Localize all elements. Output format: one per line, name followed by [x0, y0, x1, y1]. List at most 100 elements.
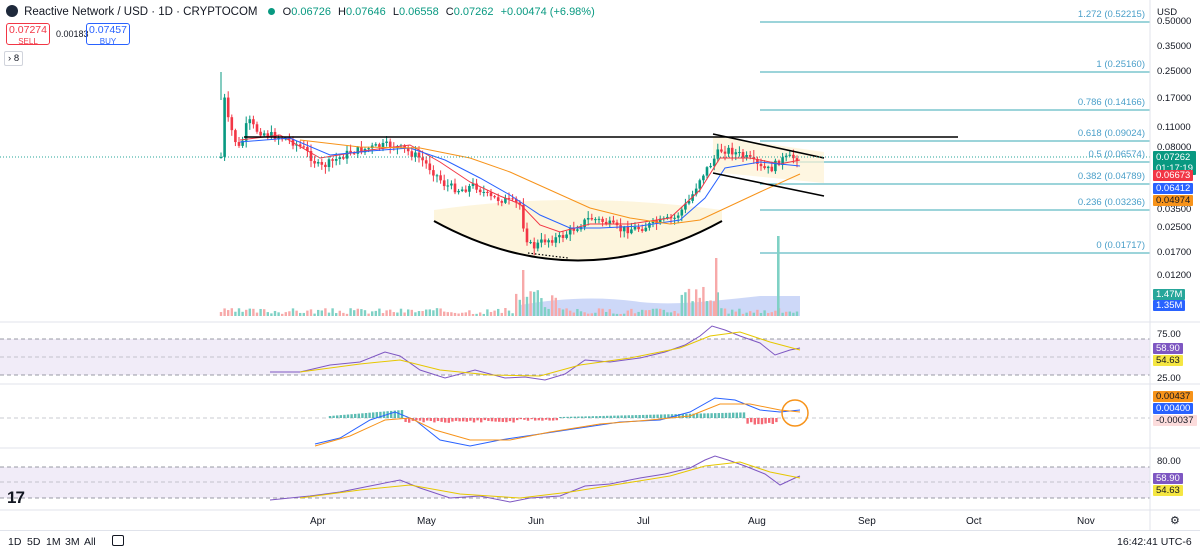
symbol-logo-icon[interactable] — [6, 5, 18, 17]
candle-body — [446, 185, 450, 187]
volume-bar — [353, 310, 356, 316]
macd-histogram-bar — [699, 413, 702, 418]
candle-body — [320, 162, 324, 165]
macd-histogram-bar — [573, 416, 576, 418]
volume-bar — [230, 308, 233, 316]
candle-body — [561, 235, 565, 238]
volume-bar — [450, 312, 453, 316]
volume-bar — [561, 309, 565, 316]
macd-histogram-bar — [649, 414, 652, 418]
candle-body — [507, 197, 511, 199]
candle-body — [540, 239, 543, 243]
range-1m-button[interactable]: 1M — [46, 536, 61, 548]
macd-histogram-bar — [602, 415, 605, 418]
tradingview-logo[interactable]: 17 — [7, 488, 25, 507]
buy-button[interactable]: 0.07457 BUY — [86, 23, 130, 46]
volume-bar — [543, 307, 547, 316]
time-tick-label: May — [417, 516, 436, 527]
volume-bar — [227, 310, 230, 316]
candle-body — [795, 158, 799, 161]
volume-bar — [471, 313, 475, 316]
volume-bar — [349, 308, 352, 316]
volume-bar — [659, 308, 662, 316]
rsi-value-badge: 58.90 — [1153, 343, 1183, 354]
volume-bar — [273, 310, 277, 316]
volume-bar — [558, 308, 561, 316]
volume-bar — [435, 308, 439, 316]
macd-histogram-bar — [444, 418, 447, 423]
candle-body — [270, 131, 273, 137]
market-status-dot-icon — [267, 8, 275, 15]
buy-label: BUY — [99, 37, 117, 46]
volume-bar — [601, 308, 604, 316]
candle-body — [752, 156, 756, 160]
candle-body — [489, 192, 493, 197]
volume-bar — [684, 292, 687, 316]
candle-body — [428, 163, 432, 171]
candle-body — [676, 215, 680, 218]
candle-body — [237, 142, 241, 146]
volume-bar — [497, 308, 500, 316]
time-tick-label: Jun — [528, 516, 545, 527]
candle-body — [666, 216, 669, 219]
volume-bar — [363, 310, 367, 316]
clock-timezone[interactable]: 16:42:41 UTC-6 — [1117, 536, 1192, 548]
indicators-count: 8 — [13, 53, 20, 64]
candle-body — [529, 242, 532, 244]
candle-body — [612, 220, 615, 223]
range-5d-button[interactable]: 5D — [27, 536, 41, 548]
rsi-tick-high: 75.00 — [1157, 329, 1181, 340]
range-all-button[interactable]: All — [84, 536, 96, 548]
candle-body — [475, 183, 478, 190]
date-range-calendar-icon[interactable] — [112, 535, 124, 546]
candle-body — [604, 221, 608, 224]
volume-ma-area — [520, 296, 800, 316]
candle-body — [464, 189, 468, 192]
macd-histogram-bar — [472, 418, 476, 423]
volume-bar — [709, 300, 712, 316]
sell-price: 0.07274 — [9, 24, 47, 36]
volume-bar — [486, 309, 489, 316]
sell-button[interactable]: 0.07274 SELL — [6, 23, 50, 46]
range-3m-button[interactable]: 3M — [65, 536, 80, 548]
macd-histogram-bar — [519, 418, 522, 420]
symbol-title[interactable]: Reactive Network / USD · 1D · CRYPTOCOM — [24, 6, 258, 18]
macd-histogram-bar — [753, 418, 756, 425]
ema-long-badge: 0.04974 — [1153, 195, 1194, 206]
macd-histogram-bar — [364, 413, 368, 418]
volume-bar — [576, 308, 579, 316]
volume-bar — [756, 309, 759, 316]
volume-bar — [320, 310, 323, 316]
candle-body — [460, 189, 464, 191]
candle-body — [374, 144, 378, 146]
volume-bar — [288, 311, 291, 316]
volume-bar — [237, 308, 241, 316]
volume-bar — [687, 288, 691, 316]
candle-body — [590, 217, 594, 220]
rsi-tick-low: 25.00 — [1157, 373, 1181, 384]
volume-bar — [759, 312, 763, 316]
indicators-toggle[interactable]: › 8 — [4, 51, 24, 66]
candle-body — [637, 226, 640, 230]
macd-histogram-bar — [760, 418, 764, 425]
volume-bar — [587, 313, 590, 316]
macd-histogram-bar — [390, 410, 393, 418]
macd-histogram-bar — [361, 413, 364, 418]
settings-gear-icon[interactable]: ⚙ — [1170, 515, 1180, 527]
volume-bar — [644, 310, 647, 316]
volume-bar — [417, 311, 421, 316]
macd-histogram-bar — [598, 416, 602, 418]
range-1d-button[interactable]: 1D — [8, 536, 22, 548]
macd-histogram-bar — [508, 418, 512, 422]
volume-bar — [623, 313, 626, 316]
volume-bar — [475, 313, 478, 316]
macd-histogram-bar — [400, 410, 404, 418]
volume-bar — [295, 310, 298, 316]
macd-histogram-bar — [429, 418, 432, 421]
symbol-header: Reactive Network / USD · 1D · CRYPTOCOM … — [6, 5, 595, 18]
volume-bar — [482, 313, 485, 316]
time-tick-label: Jul — [637, 516, 650, 527]
candle-body — [633, 226, 637, 230]
candle-body — [248, 119, 252, 124]
